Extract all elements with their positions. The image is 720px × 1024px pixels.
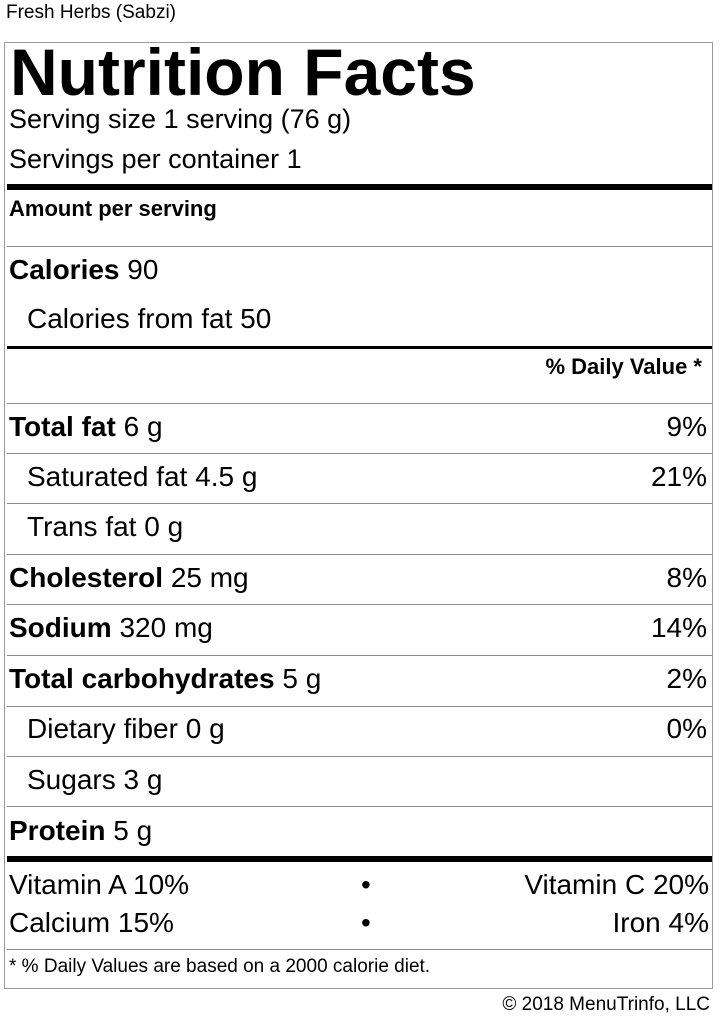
divider-medium — [7, 346, 712, 349]
vitamin-c: Vitamin C 20% — [524, 869, 709, 900]
divider — [7, 453, 712, 454]
daily-value-footnote: * % Daily Values are based on a 2000 cal… — [9, 956, 431, 977]
divider — [7, 403, 712, 404]
divider-thick — [7, 184, 712, 190]
amount-per-serving: Amount per serving — [9, 196, 217, 221]
total-fat-amount: 6 g — [123, 411, 163, 442]
calories-value: 90 — [127, 254, 159, 285]
calories-from-fat: Calories from fat 50 — [27, 303, 272, 334]
dietary-fiber-dv: 0% — [666, 713, 707, 744]
total-fat-label: Total fat — [9, 411, 116, 442]
calcium: Calcium 15% — [9, 907, 174, 938]
dietary-fiber-row: Dietary fiber 0 g 0% — [27, 712, 707, 746]
calories-row: Calories 90 — [9, 253, 707, 287]
cholesterol-dv: 8% — [666, 562, 707, 593]
dietary-fiber-amount: 0 g — [185, 713, 225, 744]
divider — [7, 949, 712, 950]
divider — [7, 655, 712, 656]
saturated-fat-row: Saturated fat 4.5 g 21% — [27, 460, 707, 494]
sodium-label: Sodium — [9, 612, 112, 643]
serving-size: Serving size 1 serving (76 g) — [9, 104, 352, 134]
total-carbohydrates-dv: 2% — [666, 663, 707, 694]
cholesterol-amount: 25 mg — [170, 562, 249, 593]
divider — [7, 246, 712, 247]
divider — [7, 554, 712, 555]
saturated-fat-amount: 4.5 g — [195, 461, 258, 492]
daily-value-header: % Daily Value * — [545, 354, 702, 379]
trans-fat-amount: 0 g — [144, 511, 184, 542]
dietary-fiber-label: Dietary fiber — [27, 713, 178, 744]
bullet-separator: • — [361, 869, 371, 900]
trans-fat-row: Trans fat 0 g — [27, 510, 707, 544]
total-carbohydrates-label: Total carbohydrates — [9, 663, 275, 694]
trans-fat-label: Trans fat — [27, 511, 137, 542]
nutrition-facts-heading: Nutrition Facts — [10, 35, 476, 109]
sugars-amount: 3 g — [123, 764, 163, 795]
total-carbohydrates-amount: 5 g — [282, 663, 322, 694]
protein-row: Protein 5 g — [9, 814, 707, 848]
copyright: © 2018 MenuTrinfo, LLC — [502, 994, 710, 1015]
cholesterol-row: Cholesterol 25 mg 8% — [9, 561, 707, 595]
bullet-separator: • — [361, 907, 371, 938]
protein-label: Protein — [9, 815, 106, 846]
total-carbohydrates-row: Total carbohydrates 5 g 2% — [9, 662, 707, 696]
protein-amount: 5 g — [113, 815, 153, 846]
product-title: Fresh Herbs (Sabzi) — [6, 2, 176, 23]
sodium-dv: 14% — [650, 612, 707, 643]
divider — [7, 806, 712, 807]
total-fat-row: Total fat 6 g 9% — [9, 410, 707, 444]
total-fat-dv: 9% — [666, 411, 707, 442]
cholesterol-label: Cholesterol — [9, 562, 164, 593]
sugars-row: Sugars 3 g — [27, 763, 707, 797]
sodium-row: Sodium 320 mg 14% — [9, 611, 707, 645]
servings-per-container: Servings per container 1 — [9, 144, 302, 174]
sugars-label: Sugars — [27, 764, 116, 795]
vitamin-row-1: Vitamin A 10% • Vitamin C 20% — [9, 868, 709, 902]
iron: Iron 4% — [612, 907, 710, 938]
divider — [7, 503, 712, 504]
divider-thick — [7, 856, 712, 862]
divider — [7, 604, 712, 605]
sodium-amount: 320 mg — [119, 612, 213, 643]
saturated-fat-label: Saturated fat — [27, 461, 188, 492]
divider — [7, 756, 712, 757]
divider — [7, 706, 712, 707]
vitamin-row-2: Calcium 15% • Iron 4% — [9, 906, 709, 940]
calories-label: Calories — [9, 254, 120, 285]
vitamin-a: Vitamin A 10% — [9, 869, 190, 900]
nutrition-label: Nutrition Facts Serving size 1 serving (… — [4, 37, 713, 989]
saturated-fat-dv: 21% — [650, 461, 707, 492]
